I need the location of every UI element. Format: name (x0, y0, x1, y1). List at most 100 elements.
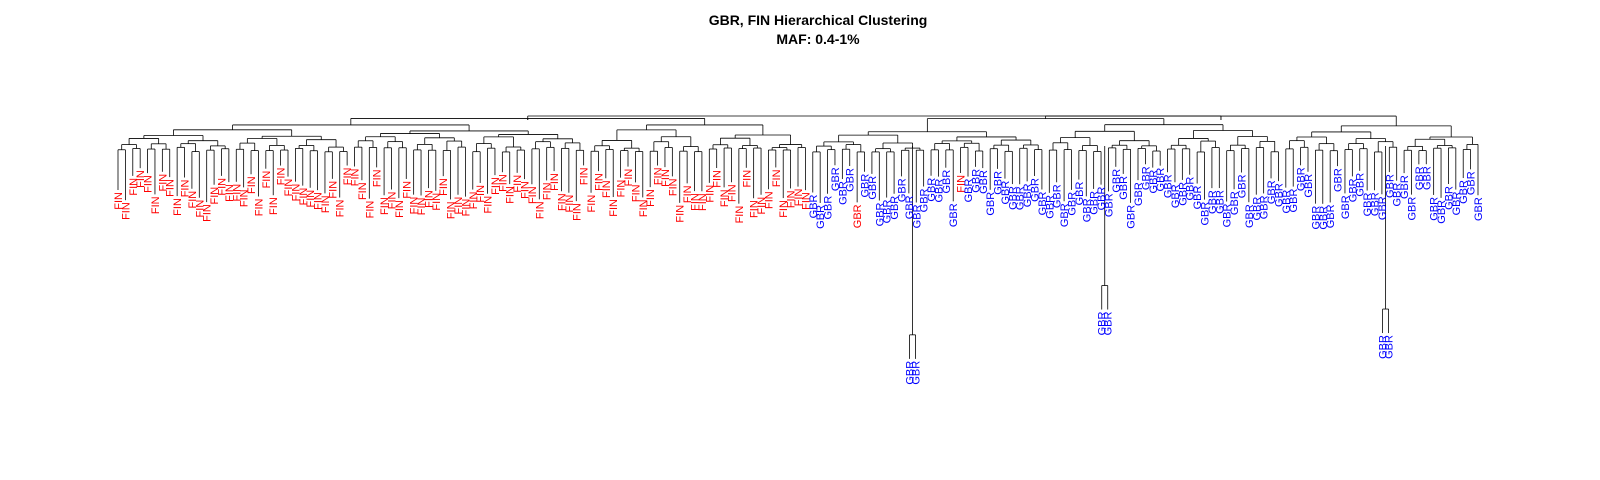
leaf-label: FIN (793, 189, 805, 207)
leaf-label: FIN (150, 196, 162, 214)
leaf-label: GBR (1007, 186, 1019, 210)
leaf-label: FIN (579, 167, 591, 185)
leaf-label: FIN (335, 199, 347, 217)
leaf-label: GBR (1244, 204, 1256, 228)
leaf-label: GBR (1370, 192, 1382, 216)
leaf-label: GBR (1133, 182, 1145, 206)
leaf-label: GBR (993, 171, 1005, 195)
leaf-label: FIN (505, 186, 517, 204)
leaf-label: GBR (1296, 167, 1308, 191)
leaf-label: GBR (1103, 311, 1115, 335)
leaf-label: GBR (1251, 197, 1263, 221)
leaf-label: FIN (216, 178, 228, 196)
leaf-label: GBR (941, 170, 953, 194)
leaf-label: FIN (749, 200, 761, 218)
leaf-label: GBR (815, 205, 827, 229)
leaf-label: GBR (1214, 190, 1226, 214)
leaf-label: FIN (372, 169, 384, 187)
leaf-label: GBR (948, 203, 960, 227)
leaf-label: FIN (453, 197, 465, 215)
leaf-label: FIN (320, 195, 332, 213)
leaf-label: GBR (1414, 166, 1426, 190)
leaf-label: GBR (1347, 178, 1359, 202)
leaf-label: FIN (157, 174, 169, 192)
leaf-label: FIN (209, 187, 221, 205)
chart-subtitle: MAF: 0.4-1% (776, 31, 860, 47)
leaf-label: GBR (911, 204, 923, 228)
leaf-label: FIN (409, 197, 421, 215)
leaf-label: GBR (1384, 174, 1396, 198)
chart-title: GBR, FIN Hierarchical Clustering (709, 12, 928, 28)
leaf-label: GBR (1362, 192, 1374, 216)
leaf-label: GBR (1310, 206, 1322, 230)
leaf-label: GBR (1052, 184, 1064, 208)
leaf-label: GBR (1325, 204, 1337, 228)
leaf-label: GBR (1022, 183, 1034, 207)
leaf-label: GBR (905, 361, 917, 385)
leaf-label: GBR (1030, 178, 1042, 202)
leaf-label: FIN (327, 181, 339, 199)
leaf-label: GBR (963, 179, 975, 203)
leaf-label: FIN (224, 184, 236, 202)
leaf-label: FIN (542, 182, 554, 200)
leaf-label: FIN (342, 167, 354, 185)
leaf-label: FIN (608, 199, 620, 217)
leaf-label: FIN (653, 167, 665, 185)
leaf-label: FIN (675, 205, 687, 223)
leaf-label: GBR (1111, 169, 1123, 193)
leaf-label: FIN (180, 180, 192, 198)
leaf-label: FIN (431, 193, 443, 211)
leaf-label: FIN (956, 175, 968, 193)
leaf-label: FIN (556, 193, 568, 211)
leaf-label: FIN (726, 184, 738, 202)
leaf-label: GBR (1015, 186, 1027, 210)
leaf-label: FIN (564, 195, 576, 213)
leaf-label: FIN (239, 189, 251, 207)
leaf-label: FIN (571, 203, 583, 221)
leaf-label: GBR (1399, 175, 1411, 199)
leaf-label: FIN (497, 174, 509, 192)
leaf-label: GBR (837, 181, 849, 205)
leaf-label: FIN (697, 193, 709, 211)
leaf-label: FIN (231, 184, 243, 202)
leaf-label: FIN (135, 170, 147, 188)
leaf-label: GBR (1089, 191, 1101, 215)
leaf-label: FIN (690, 193, 702, 211)
leaf-label: FIN (490, 177, 502, 195)
leaf-label: GBR (1059, 203, 1071, 227)
leaf-label: FIN (165, 179, 177, 197)
leaf-label: GBR (896, 178, 908, 202)
leaf-label: GBR (1097, 311, 1109, 335)
leaf-label: GBR (1066, 192, 1078, 216)
leaf-label: FIN (512, 175, 524, 193)
leaf-label: GBR (1222, 203, 1234, 227)
leaf-label: FIN (712, 170, 724, 188)
leaf-label: GBR (1355, 173, 1367, 197)
leaf-label: GBR (1384, 335, 1396, 359)
leaf-label: GBR (1466, 171, 1478, 195)
leaf-label: GBR (1126, 205, 1138, 229)
leaf-label: GBR (1185, 177, 1197, 201)
leaf-label: FIN (534, 201, 546, 219)
leaf-label: GBR (830, 167, 842, 191)
leaf-label: FIN (253, 198, 265, 216)
leaf-label: FIN (350, 168, 362, 186)
leaf-label: GBR (1236, 174, 1248, 198)
leaf-label: FIN (593, 173, 605, 191)
leaf-label: FIN (549, 173, 561, 191)
leaf-label: GBR (1443, 186, 1455, 210)
leaf-label: GBR (1000, 181, 1012, 205)
leaf-label: GBR (823, 196, 835, 220)
leaf-label: FIN (438, 178, 450, 196)
leaf-label: GBR (1207, 190, 1219, 214)
leaf-label: GBR (1377, 196, 1389, 220)
leaf-label: GBR (919, 188, 931, 212)
leaf-label: GBR (1458, 180, 1470, 204)
leaf-label: FIN (638, 199, 650, 217)
leaf-label: GBR (1192, 185, 1204, 209)
leaf-label: GBR (1333, 168, 1345, 192)
leaf-label: FIN (475, 185, 487, 203)
leaf-label: FIN (586, 195, 598, 213)
leaf-label: FIN (660, 169, 672, 187)
